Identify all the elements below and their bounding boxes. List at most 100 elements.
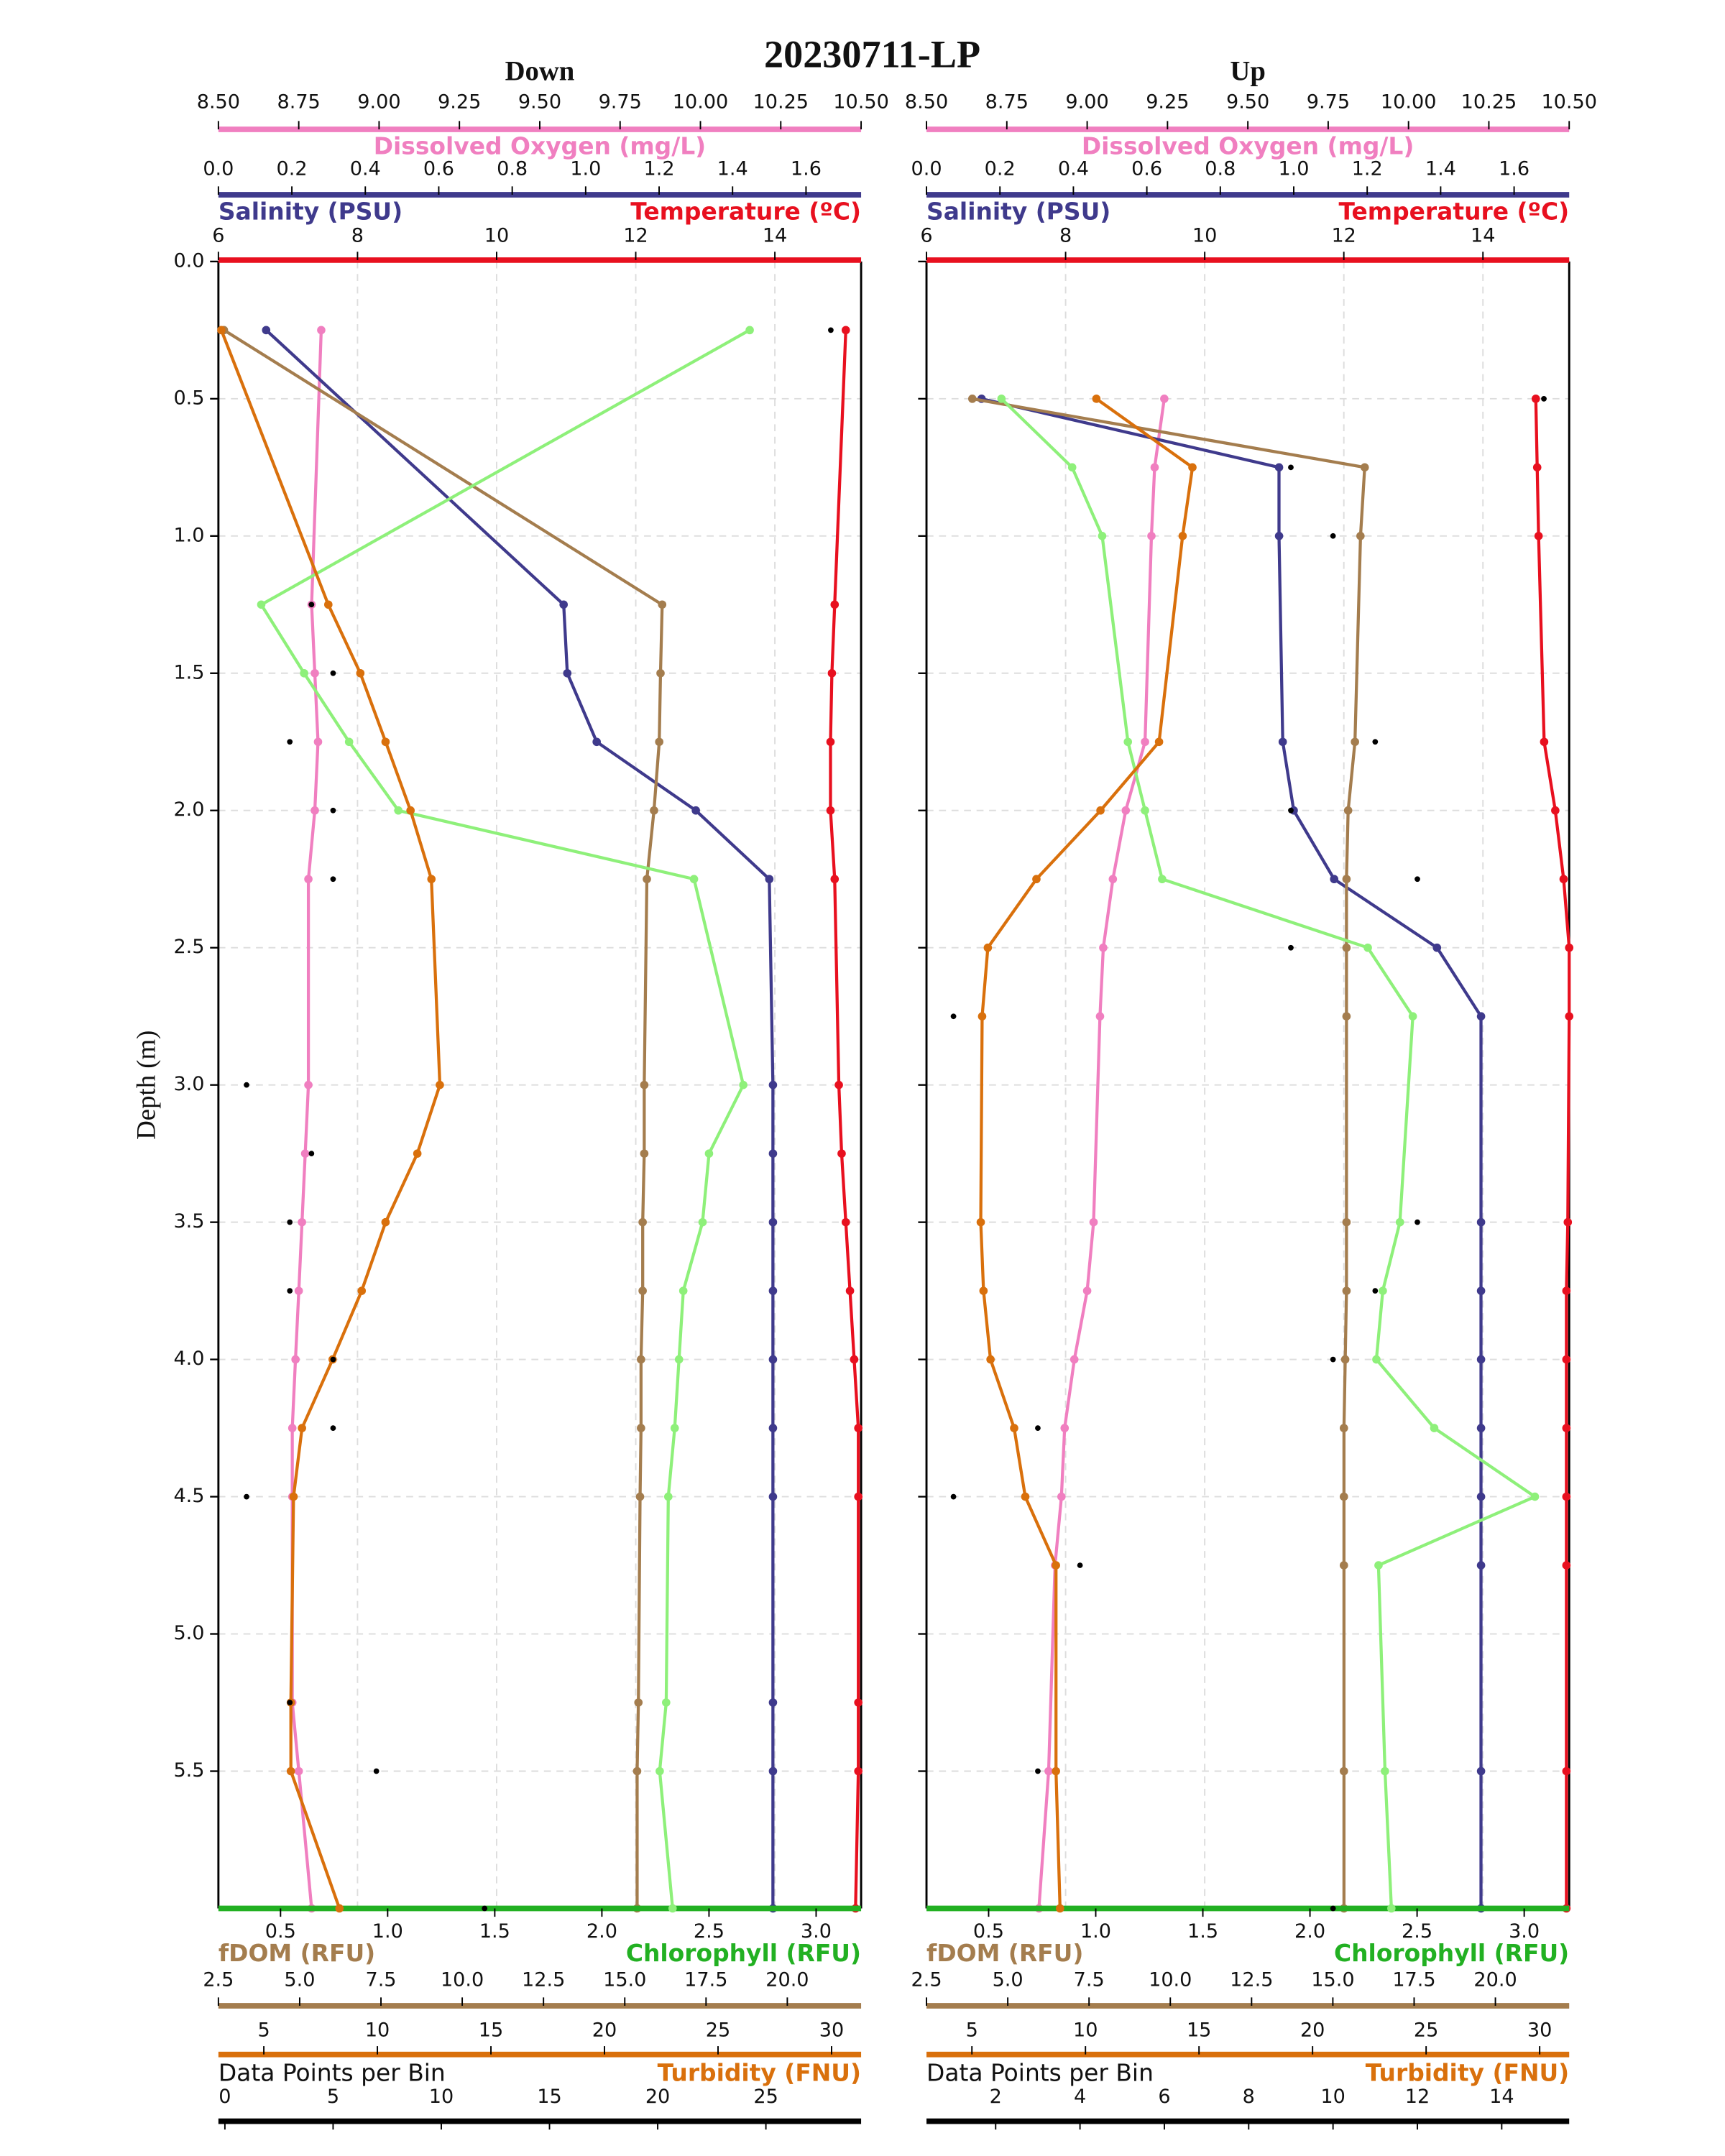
y-tick-label: 0.5: [173, 387, 204, 409]
data-point: [1158, 875, 1167, 884]
x-tick-label: 25: [706, 2019, 730, 2041]
data-point: [950, 1493, 957, 1500]
panel-title: Up: [1230, 56, 1265, 86]
x-tick-label: 2.0: [586, 1920, 617, 1943]
x-tick-label: 12.5: [522, 1969, 565, 1991]
data-point: [1476, 1217, 1486, 1227]
x-tick-label: 1.0: [570, 158, 601, 180]
data-point: [768, 1355, 778, 1364]
series-line: [1037, 398, 1166, 1909]
data-point: [768, 1492, 778, 1501]
x-tick-label: 10.50: [1541, 91, 1597, 114]
data-point: [300, 1149, 310, 1158]
data-point: [1147, 532, 1156, 540]
data-point: [373, 1768, 380, 1774]
data-point: [1274, 532, 1284, 540]
data-point: [1342, 875, 1351, 884]
data-point: [1154, 737, 1164, 747]
data-point: [1414, 876, 1420, 883]
data-point: [827, 668, 837, 678]
data-point: [637, 1424, 645, 1432]
data-point: [830, 600, 840, 609]
x-tick-label: 0.2: [277, 158, 308, 180]
data-point: [979, 1286, 988, 1295]
data-point: [986, 1355, 995, 1364]
data-point: [262, 326, 271, 335]
data-point: [638, 1286, 647, 1295]
data-point: [1141, 737, 1149, 747]
data-point: [1541, 395, 1547, 402]
x-tick-label: 9.00: [357, 91, 400, 114]
data-point: [330, 670, 336, 676]
data-point: [294, 1766, 303, 1776]
data-point: [300, 668, 308, 678]
x-tick-label: 25: [753, 2086, 778, 2108]
x-tick-label: 25: [1414, 2019, 1438, 2041]
data-point: [1343, 806, 1353, 815]
data-point: [1430, 1424, 1439, 1432]
data-point: [689, 875, 699, 884]
x-tick-label: 10: [429, 2086, 454, 2108]
data-point: [640, 1149, 649, 1158]
x-tick-label: 1.6: [1499, 158, 1530, 180]
x-tick-label: 1.0: [1080, 1920, 1111, 1943]
data-point: [304, 875, 313, 884]
x-tick-label: 9.75: [1307, 91, 1350, 114]
x-axis-label: Data Points per Bin: [926, 2058, 1154, 2086]
data-point: [1096, 806, 1105, 815]
x-tick-label: 2.5: [694, 1920, 724, 1943]
x-tick-label: 2.5: [911, 1969, 942, 1991]
data-point: [406, 806, 415, 815]
data-point: [1099, 943, 1108, 952]
x-tick-label: 8.50: [905, 91, 948, 114]
data-point: [1150, 463, 1159, 472]
x-tick-label: 15.0: [1311, 1969, 1354, 1991]
series-line: [972, 397, 1366, 1909]
data-point: [658, 600, 667, 609]
x-axis-label: fDOM (RFU): [926, 1939, 1083, 1967]
x-tick-label: 10: [365, 2019, 390, 2041]
data-point: [310, 668, 319, 678]
x-tick-label: 0.0: [911, 158, 942, 180]
data-point: [1387, 1904, 1396, 1913]
data-point: [768, 1286, 778, 1295]
data-point: [1530, 1492, 1540, 1501]
x-tick-label: 20.0: [1473, 1969, 1517, 1991]
x-tick-label: 8: [351, 225, 364, 247]
x-tick-label: 14: [763, 225, 787, 247]
data-point: [1565, 943, 1574, 952]
x-tick-label: 10: [1192, 225, 1217, 247]
data-point: [381, 737, 390, 747]
series-line: [290, 330, 323, 1909]
x-tick-label: 0.8: [497, 158, 528, 180]
data-point: [768, 1698, 778, 1707]
data-point: [1372, 739, 1379, 745]
data-point: [1108, 875, 1118, 884]
x-tick-label: 9.75: [599, 91, 642, 114]
data-point: [298, 1424, 306, 1432]
x-tick-label: 2.5: [203, 1969, 234, 1991]
data-point: [1342, 1217, 1351, 1227]
data-point: [1330, 1905, 1336, 1912]
data-point: [1077, 1562, 1083, 1568]
data-point: [1178, 532, 1187, 540]
x-axis-label: Turbidity (FNU): [658, 2058, 861, 2086]
data-point: [826, 806, 835, 815]
x-tick-label: 20: [645, 2086, 670, 2108]
data-point: [1339, 1424, 1348, 1432]
data-point: [1374, 1561, 1383, 1570]
data-point: [768, 1424, 778, 1432]
data-point: [257, 600, 266, 609]
data-point: [1363, 943, 1372, 952]
data-point: [643, 875, 651, 884]
data-point: [287, 739, 293, 745]
data-point: [381, 1217, 390, 1227]
x-tick-label: 2.5: [1402, 1920, 1432, 1943]
x-tick-label: 6: [920, 225, 932, 247]
data-point: [1342, 1286, 1351, 1295]
series-line: [1534, 398, 1571, 1909]
data-point: [1089, 1217, 1098, 1227]
x-tick-label: 17.5: [684, 1969, 727, 1991]
x-tick-label: 10: [1320, 2086, 1345, 2108]
data-point: [854, 1766, 862, 1776]
